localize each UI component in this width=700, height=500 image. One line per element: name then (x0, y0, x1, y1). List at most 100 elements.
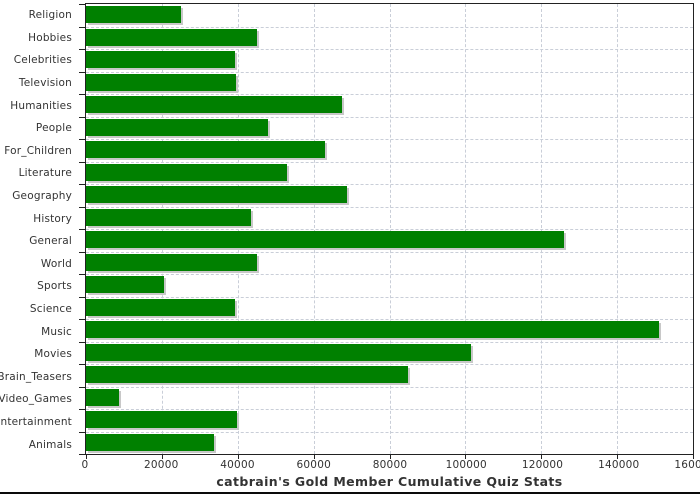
y-axis-category-labels: Religion Hobbies Celebrities Television Huma… (0, 4, 79, 456)
gridline-horizontal (86, 296, 693, 298)
gridline-horizontal (86, 431, 693, 433)
category-label: Hobbies (28, 31, 72, 44)
plot-area (79, 3, 694, 459)
x-axis-tick (693, 454, 694, 459)
y-axis-tick (79, 206, 86, 208)
gridline-horizontal (86, 184, 693, 185)
gridline-horizontal (86, 409, 693, 410)
y-axis-tick (79, 296, 86, 298)
x-axis-tick (237, 454, 239, 459)
category-label: World (40, 257, 72, 270)
gridline-horizontal (86, 161, 693, 163)
x-axis-tick-labels: 0 20000 40000 60000 80000 100000 120000 140000 1… (81, 459, 700, 473)
bottom-border-line (0, 492, 700, 494)
bar (86, 28, 257, 46)
x-tick-label: 40000 (220, 459, 255, 471)
gridline-horizontal (86, 94, 693, 95)
chart-title: catbrain's Gold Member Cumulative Quiz S… (216, 474, 563, 489)
bar (86, 141, 325, 158)
x-axis-tick (389, 454, 391, 459)
y-axis-tick (79, 386, 86, 388)
gridline-horizontal (86, 229, 693, 230)
x-tick-label: 160000 (674, 459, 700, 471)
gridline-horizontal (86, 71, 693, 73)
y-axis-tick (79, 116, 86, 118)
category-label: Geography (12, 190, 72, 203)
y-axis-tick (79, 409, 86, 410)
bar (86, 96, 343, 113)
bar (86, 163, 288, 181)
y-axis-tick (79, 49, 86, 50)
y-axis-tick (79, 454, 86, 455)
bar (86, 433, 214, 451)
bar (86, 388, 119, 406)
category-label: Sports (37, 280, 72, 293)
category-label: Video_Games (0, 393, 72, 406)
bar (86, 208, 251, 226)
y-axis-tick (79, 4, 86, 5)
gridline-horizontal (86, 251, 693, 253)
x-tick-label: 80000 (372, 459, 408, 471)
bar (86, 276, 164, 293)
y-axis-tick (79, 251, 86, 253)
category-label: Brain_Teasers (0, 370, 72, 383)
x-tick-label: 100000 (445, 459, 487, 471)
x-tick-label: 60000 (296, 459, 331, 471)
x-tick-label: 140000 (598, 459, 640, 471)
bar (86, 6, 181, 23)
y-axis-tick (79, 94, 86, 95)
x-axis-tick (161, 454, 163, 459)
bar (86, 73, 236, 91)
x-tick-label: 20000 (144, 459, 179, 471)
y-axis-tick (79, 139, 86, 140)
category-label: Music (41, 325, 72, 338)
gridline-horizontal (86, 386, 693, 388)
category-label: General (29, 235, 72, 248)
category-label: Animals (28, 438, 72, 451)
category-label: For_Children (4, 144, 72, 157)
bar (86, 253, 257, 271)
category-label: Entertainment (0, 416, 72, 429)
bar (86, 411, 237, 428)
bar (86, 366, 409, 383)
bar (86, 51, 235, 68)
category-label: Celebrities (13, 54, 72, 67)
bar (86, 186, 347, 203)
bar (86, 343, 472, 361)
category-label: Movies (34, 348, 72, 361)
x-axis-tick (86, 454, 87, 459)
x-axis-tick (617, 454, 619, 459)
gridline-horizontal (86, 341, 693, 343)
category-label: People (35, 122, 72, 135)
category-label: Literature (18, 167, 72, 180)
gridline-horizontal (86, 116, 693, 118)
category-label: Science (29, 303, 72, 316)
y-axis-tick (79, 274, 86, 275)
x-axis-tick (465, 454, 467, 459)
y-axis-tick (79, 431, 86, 433)
y-axis-tick (79, 184, 86, 185)
y-axis-tick (79, 26, 86, 28)
bar (86, 298, 236, 316)
bar (86, 231, 564, 248)
x-axis-tick (313, 454, 315, 459)
y-axis-tick (79, 71, 86, 73)
x-tick-label: 0 (81, 459, 89, 471)
gridline-horizontal (86, 206, 693, 208)
category-label: Television (18, 77, 72, 90)
category-label: Humanities (10, 99, 72, 112)
gridline-horizontal (86, 274, 693, 275)
bar (86, 118, 269, 136)
y-axis-tick (79, 319, 86, 320)
y-axis-tick (79, 229, 86, 230)
gridline-horizontal (86, 364, 693, 365)
category-label: History (33, 212, 72, 225)
y-axis-tick (79, 161, 86, 163)
y-axis-tick (79, 341, 86, 343)
gridline-horizontal (86, 139, 693, 140)
gridline-horizontal (86, 26, 693, 28)
x-axis-tick (541, 454, 543, 459)
gridline-horizontal (86, 319, 693, 320)
bar (86, 321, 659, 338)
